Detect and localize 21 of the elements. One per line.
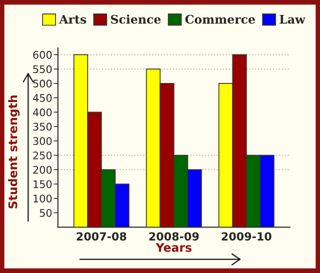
y-tick-label: 350 bbox=[33, 122, 52, 131]
x-axis-title: Years bbox=[156, 243, 192, 252]
y-tick-label: 400 bbox=[32, 108, 52, 116]
y-tick-label: 600 bbox=[33, 50, 52, 59]
legend-label: Law bbox=[280, 14, 306, 24]
y-tick-label: 150 bbox=[34, 180, 52, 188]
y-tick-label: 250 bbox=[33, 151, 52, 160]
x-tick-label: 2009-10 bbox=[222, 232, 272, 241]
legend-label: Science bbox=[111, 14, 161, 24]
y-tick-label: 50 bbox=[40, 208, 52, 217]
y-tick-label: 300 bbox=[33, 137, 52, 146]
legend-label: Arts bbox=[59, 14, 86, 24]
y-tick-label: 500 bbox=[33, 80, 52, 88]
y-tick-label: 200 bbox=[33, 166, 52, 174]
x-tick-label: 2008-09 bbox=[149, 232, 199, 241]
y-axis-title: Student strength bbox=[8, 96, 20, 208]
x-tick-label: 2007-08 bbox=[76, 232, 126, 241]
y-tick-label: 100 bbox=[34, 194, 52, 202]
y-tick-label: 550 bbox=[33, 65, 52, 74]
legend-label: Commerce bbox=[185, 14, 255, 24]
y-tick-label: 450 bbox=[32, 94, 52, 102]
